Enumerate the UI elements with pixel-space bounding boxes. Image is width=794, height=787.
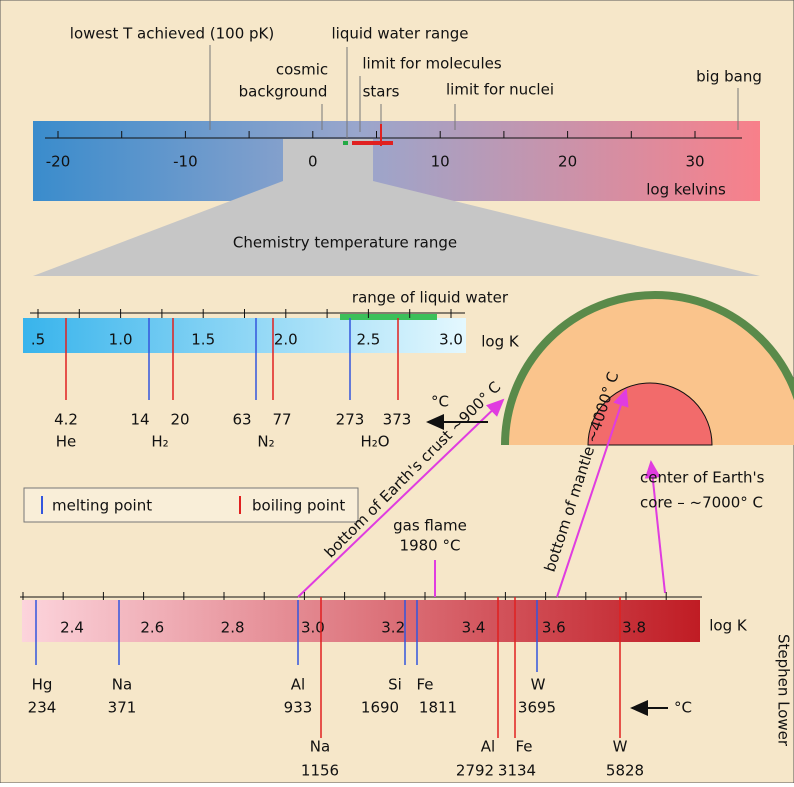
element-label: W (531, 676, 546, 694)
bottom-band (22, 600, 700, 642)
element-label: Si (388, 676, 402, 694)
element-label: Al (481, 738, 495, 756)
tick-label: 2.5 (356, 331, 380, 349)
tick-label: 3.2 (381, 619, 405, 637)
celsius-label: °C (674, 699, 692, 717)
zoom-label: Chemistry temperature range (233, 234, 457, 252)
label: cosmic (276, 61, 328, 79)
label: big bang (696, 68, 762, 86)
temperature-label: 933 (284, 699, 313, 717)
temperature-label: 1156 (301, 762, 339, 780)
flame-label: 1980 °C (400, 537, 461, 555)
tick-label: 2.8 (221, 619, 245, 637)
tick-label: .5 (31, 331, 45, 349)
unit-label: log K (709, 617, 748, 635)
element-label: Na (310, 738, 330, 756)
temperature-label: 373 (383, 411, 412, 429)
tick-label: -10 (173, 153, 198, 171)
substance-label: N₂ (257, 433, 274, 451)
element-label: W (613, 738, 628, 756)
core-label: core – ~7000° C (640, 494, 763, 512)
temperature-label: 371 (108, 699, 137, 717)
tick-label: 2.4 (60, 619, 84, 637)
temperature-label: 234 (28, 699, 57, 717)
tick-label: 30 (685, 153, 704, 171)
unit-label: log kelvins (646, 181, 726, 199)
tick-label: 20 (558, 153, 577, 171)
tick-label: -20 (46, 153, 71, 171)
legend-label: melting point (52, 497, 152, 515)
celsius-label: °C (431, 393, 449, 411)
tick-label: 0 (308, 153, 318, 171)
temperature-label: 63 (232, 411, 251, 429)
element-label: Fe (416, 676, 433, 694)
tick-label: 3.8 (622, 619, 646, 637)
label: liquid water range (332, 25, 469, 43)
temperature-label: 77 (272, 411, 291, 429)
substance-label: H₂ (151, 433, 168, 451)
label: limit for molecules (362, 55, 501, 73)
label: background (239, 83, 328, 101)
legend-label: boiling point (252, 497, 345, 515)
water-bar (340, 314, 437, 320)
temperature-label: 2792 (456, 762, 494, 780)
temperature-label: 5828 (606, 762, 644, 780)
tick-label: 10 (431, 153, 450, 171)
temperature-label: 273 (336, 411, 365, 429)
water-mark (343, 141, 348, 145)
label: stars (363, 83, 400, 101)
element-label: Fe (515, 738, 532, 756)
tick-label: 1.0 (109, 331, 133, 349)
temperature-label: 20 (170, 411, 189, 429)
element-label: Hg (32, 676, 53, 694)
temperature-label: 14 (130, 411, 149, 429)
tick-label: 2.0 (274, 331, 298, 349)
tick-label: 2.6 (140, 619, 164, 637)
temperature-label: 3134 (498, 762, 536, 780)
label: lowest T achieved (100 pK) (70, 25, 274, 43)
substance-label: He (56, 433, 77, 451)
mid-band (23, 318, 466, 353)
zoom-box (283, 139, 373, 181)
label: limit for nuclei (446, 81, 554, 99)
tick-label: 3.6 (542, 619, 566, 637)
element-label: Al (291, 676, 305, 694)
core-label: center of Earth's (640, 469, 765, 487)
temperature-label: 1811 (419, 699, 457, 717)
tick-label: 3.4 (462, 619, 486, 637)
temperature-label: 1690 (361, 699, 399, 717)
element-label: Na (112, 676, 132, 694)
flame-label: gas flame (393, 517, 467, 535)
diagram: -20 -10 0 10 20 30 log kelvins lowest T achieve… (0, 0, 794, 783)
temperature-label: 3695 (518, 699, 556, 717)
substance-label: H₂O (360, 433, 389, 451)
tick-label: 1.5 (191, 331, 215, 349)
temperature-label: 4.2 (54, 411, 78, 429)
water-label: range of liquid water (352, 289, 509, 307)
tick-label: 3.0 (439, 331, 463, 349)
credit: Stephen Lower (775, 634, 793, 747)
stars-mark (352, 141, 393, 145)
unit-label: log K (481, 333, 520, 351)
